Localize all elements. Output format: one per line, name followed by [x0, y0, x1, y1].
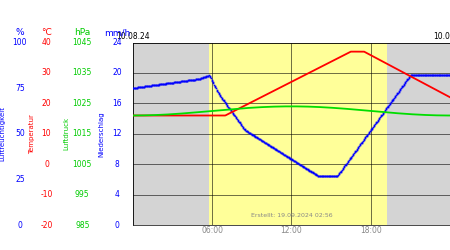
Text: 30: 30 — [41, 68, 51, 78]
Text: 24: 24 — [112, 38, 122, 47]
Text: 1035: 1035 — [72, 68, 92, 78]
Text: 8: 8 — [114, 160, 119, 169]
Text: 12: 12 — [112, 129, 122, 138]
Text: 75: 75 — [15, 84, 25, 92]
Text: -20: -20 — [40, 220, 53, 230]
Text: 1005: 1005 — [72, 160, 92, 169]
Text: °C: °C — [41, 28, 52, 37]
Text: 1025: 1025 — [73, 99, 92, 108]
Text: 4: 4 — [114, 190, 119, 199]
Text: 1045: 1045 — [72, 38, 92, 47]
Text: 995: 995 — [75, 190, 90, 199]
Text: 20: 20 — [112, 68, 122, 78]
Text: 0: 0 — [18, 220, 22, 230]
Text: hPa: hPa — [74, 28, 90, 37]
Text: 0: 0 — [114, 220, 119, 230]
Text: Erstellt: 19.09.2024 02:56: Erstellt: 19.09.2024 02:56 — [251, 213, 332, 218]
Text: Temperatur: Temperatur — [29, 114, 35, 154]
Text: Luftdruck: Luftdruck — [63, 117, 69, 150]
Text: 40: 40 — [41, 38, 51, 47]
Text: 0: 0 — [44, 160, 49, 169]
Text: 16: 16 — [112, 99, 122, 108]
Text: 25: 25 — [15, 175, 25, 184]
Text: Niederschlag: Niederschlag — [98, 111, 104, 156]
Bar — [209, 42, 387, 225]
Text: 50: 50 — [15, 129, 25, 138]
Text: %: % — [16, 28, 24, 37]
Text: 985: 985 — [75, 220, 90, 230]
Text: mm/h: mm/h — [104, 28, 130, 37]
Text: Luftfeuchtigkeit: Luftfeuchtigkeit — [0, 106, 6, 161]
Text: 10: 10 — [42, 129, 51, 138]
Text: -10: -10 — [40, 190, 53, 199]
Text: 20: 20 — [42, 99, 51, 108]
Text: 1015: 1015 — [73, 129, 92, 138]
Text: 100: 100 — [13, 38, 27, 47]
